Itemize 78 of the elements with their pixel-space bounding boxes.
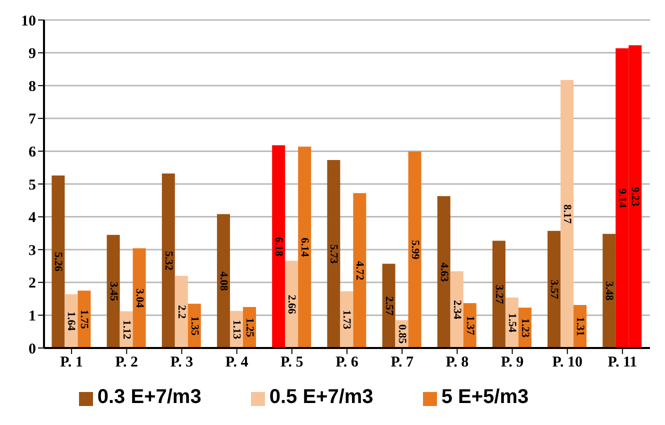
data-label: 5.32 <box>162 251 174 271</box>
y-tick-label: 9 <box>28 46 36 62</box>
x-tick-label: P. 3 <box>170 354 194 371</box>
data-label: 5.99 <box>408 240 421 260</box>
data-label: 9.23 <box>629 187 642 207</box>
bar <box>132 248 146 348</box>
bar <box>216 214 230 348</box>
data-label: 1.23 <box>518 318 531 338</box>
data-label: 2.57 <box>382 296 395 316</box>
y-tick-label: 4 <box>28 210 36 226</box>
x-tick-label: P. 1 <box>60 354 83 371</box>
bar <box>52 175 65 348</box>
bar <box>450 271 464 348</box>
y-tick-label: 7 <box>28 112 36 128</box>
bar <box>408 152 422 348</box>
y-tick-label: 1 <box>28 308 36 325</box>
data-label: 2.34 <box>450 300 463 320</box>
data-label: 1.25 <box>243 318 256 338</box>
x-tick-label: P. 8 <box>446 354 469 371</box>
data-label: 9.14 <box>616 188 628 208</box>
data-label: 2.66 <box>286 294 298 314</box>
data-label: 3.57 <box>548 280 560 300</box>
y-tick-label: 6 <box>28 144 36 161</box>
data-label: 5.26 <box>52 252 64 272</box>
data-label: 1.12 <box>120 320 132 340</box>
x-tick-label: P. 5 <box>280 354 304 371</box>
bar <box>285 260 298 348</box>
bar <box>162 174 175 348</box>
data-label: 1.54 <box>506 313 518 333</box>
data-label: 1.73 <box>340 310 353 330</box>
bar <box>437 196 450 348</box>
data-label: 1.64 <box>65 311 78 332</box>
y-tick-label: 10 <box>21 13 36 30</box>
bar <box>272 145 286 348</box>
data-label: 1.37 <box>464 316 476 336</box>
data-label: 3.27 <box>492 284 505 304</box>
data-label: 4.72 <box>354 260 366 281</box>
x-tick-label: P. 7 <box>390 354 414 371</box>
y-tick-label: 8 <box>28 78 36 95</box>
x-tick-label: P. 4 <box>225 354 249 371</box>
legend-label: 5 E+5/m3 <box>441 386 529 408</box>
x-tick-label: P. 2 <box>115 354 138 371</box>
data-label: 4.63 <box>438 262 450 282</box>
bar <box>492 240 506 348</box>
x-tick-label: P. 6 <box>336 354 359 371</box>
legend-label: 0.5 E+7/m3 <box>269 386 374 408</box>
bar <box>327 160 340 348</box>
data-label: 6.18 <box>272 237 285 257</box>
y-tick-label: 2 <box>28 276 36 292</box>
bar <box>298 146 312 348</box>
y-tick-label: 5 <box>28 177 36 194</box>
data-label: 0.85 <box>396 324 408 344</box>
data-label: 2.2 <box>175 305 188 320</box>
y-tick-label: 3 <box>28 242 36 259</box>
data-label: 5.73 <box>328 244 340 264</box>
data-label: 4.08 <box>217 271 230 292</box>
y-tick-label: 0 <box>28 341 36 358</box>
bar <box>548 230 561 348</box>
data-label: 6.14 <box>298 238 311 258</box>
legend-label: 0.3 E+7/m3 <box>97 386 202 408</box>
bar <box>353 193 366 348</box>
bar <box>106 234 120 348</box>
bar <box>602 234 616 348</box>
bar <box>174 276 188 348</box>
data-label: 3.45 <box>107 282 120 302</box>
bar <box>382 264 396 348</box>
data-label: 3.04 <box>133 288 146 308</box>
data-label: 1.75 <box>78 310 90 330</box>
data-label: 3.48 <box>603 281 616 302</box>
bar <box>78 290 91 348</box>
x-tick-label: P. 10 <box>552 354 583 371</box>
data-label: 1.13 <box>230 320 242 340</box>
data-label: 1.31 <box>574 316 586 336</box>
x-tick-label: P. 11 <box>608 354 638 371</box>
data-label: 1.35 <box>188 316 200 336</box>
x-tick-label: P. 9 <box>500 354 524 371</box>
data-label: 8.17 <box>561 204 574 224</box>
bar <box>560 80 574 348</box>
